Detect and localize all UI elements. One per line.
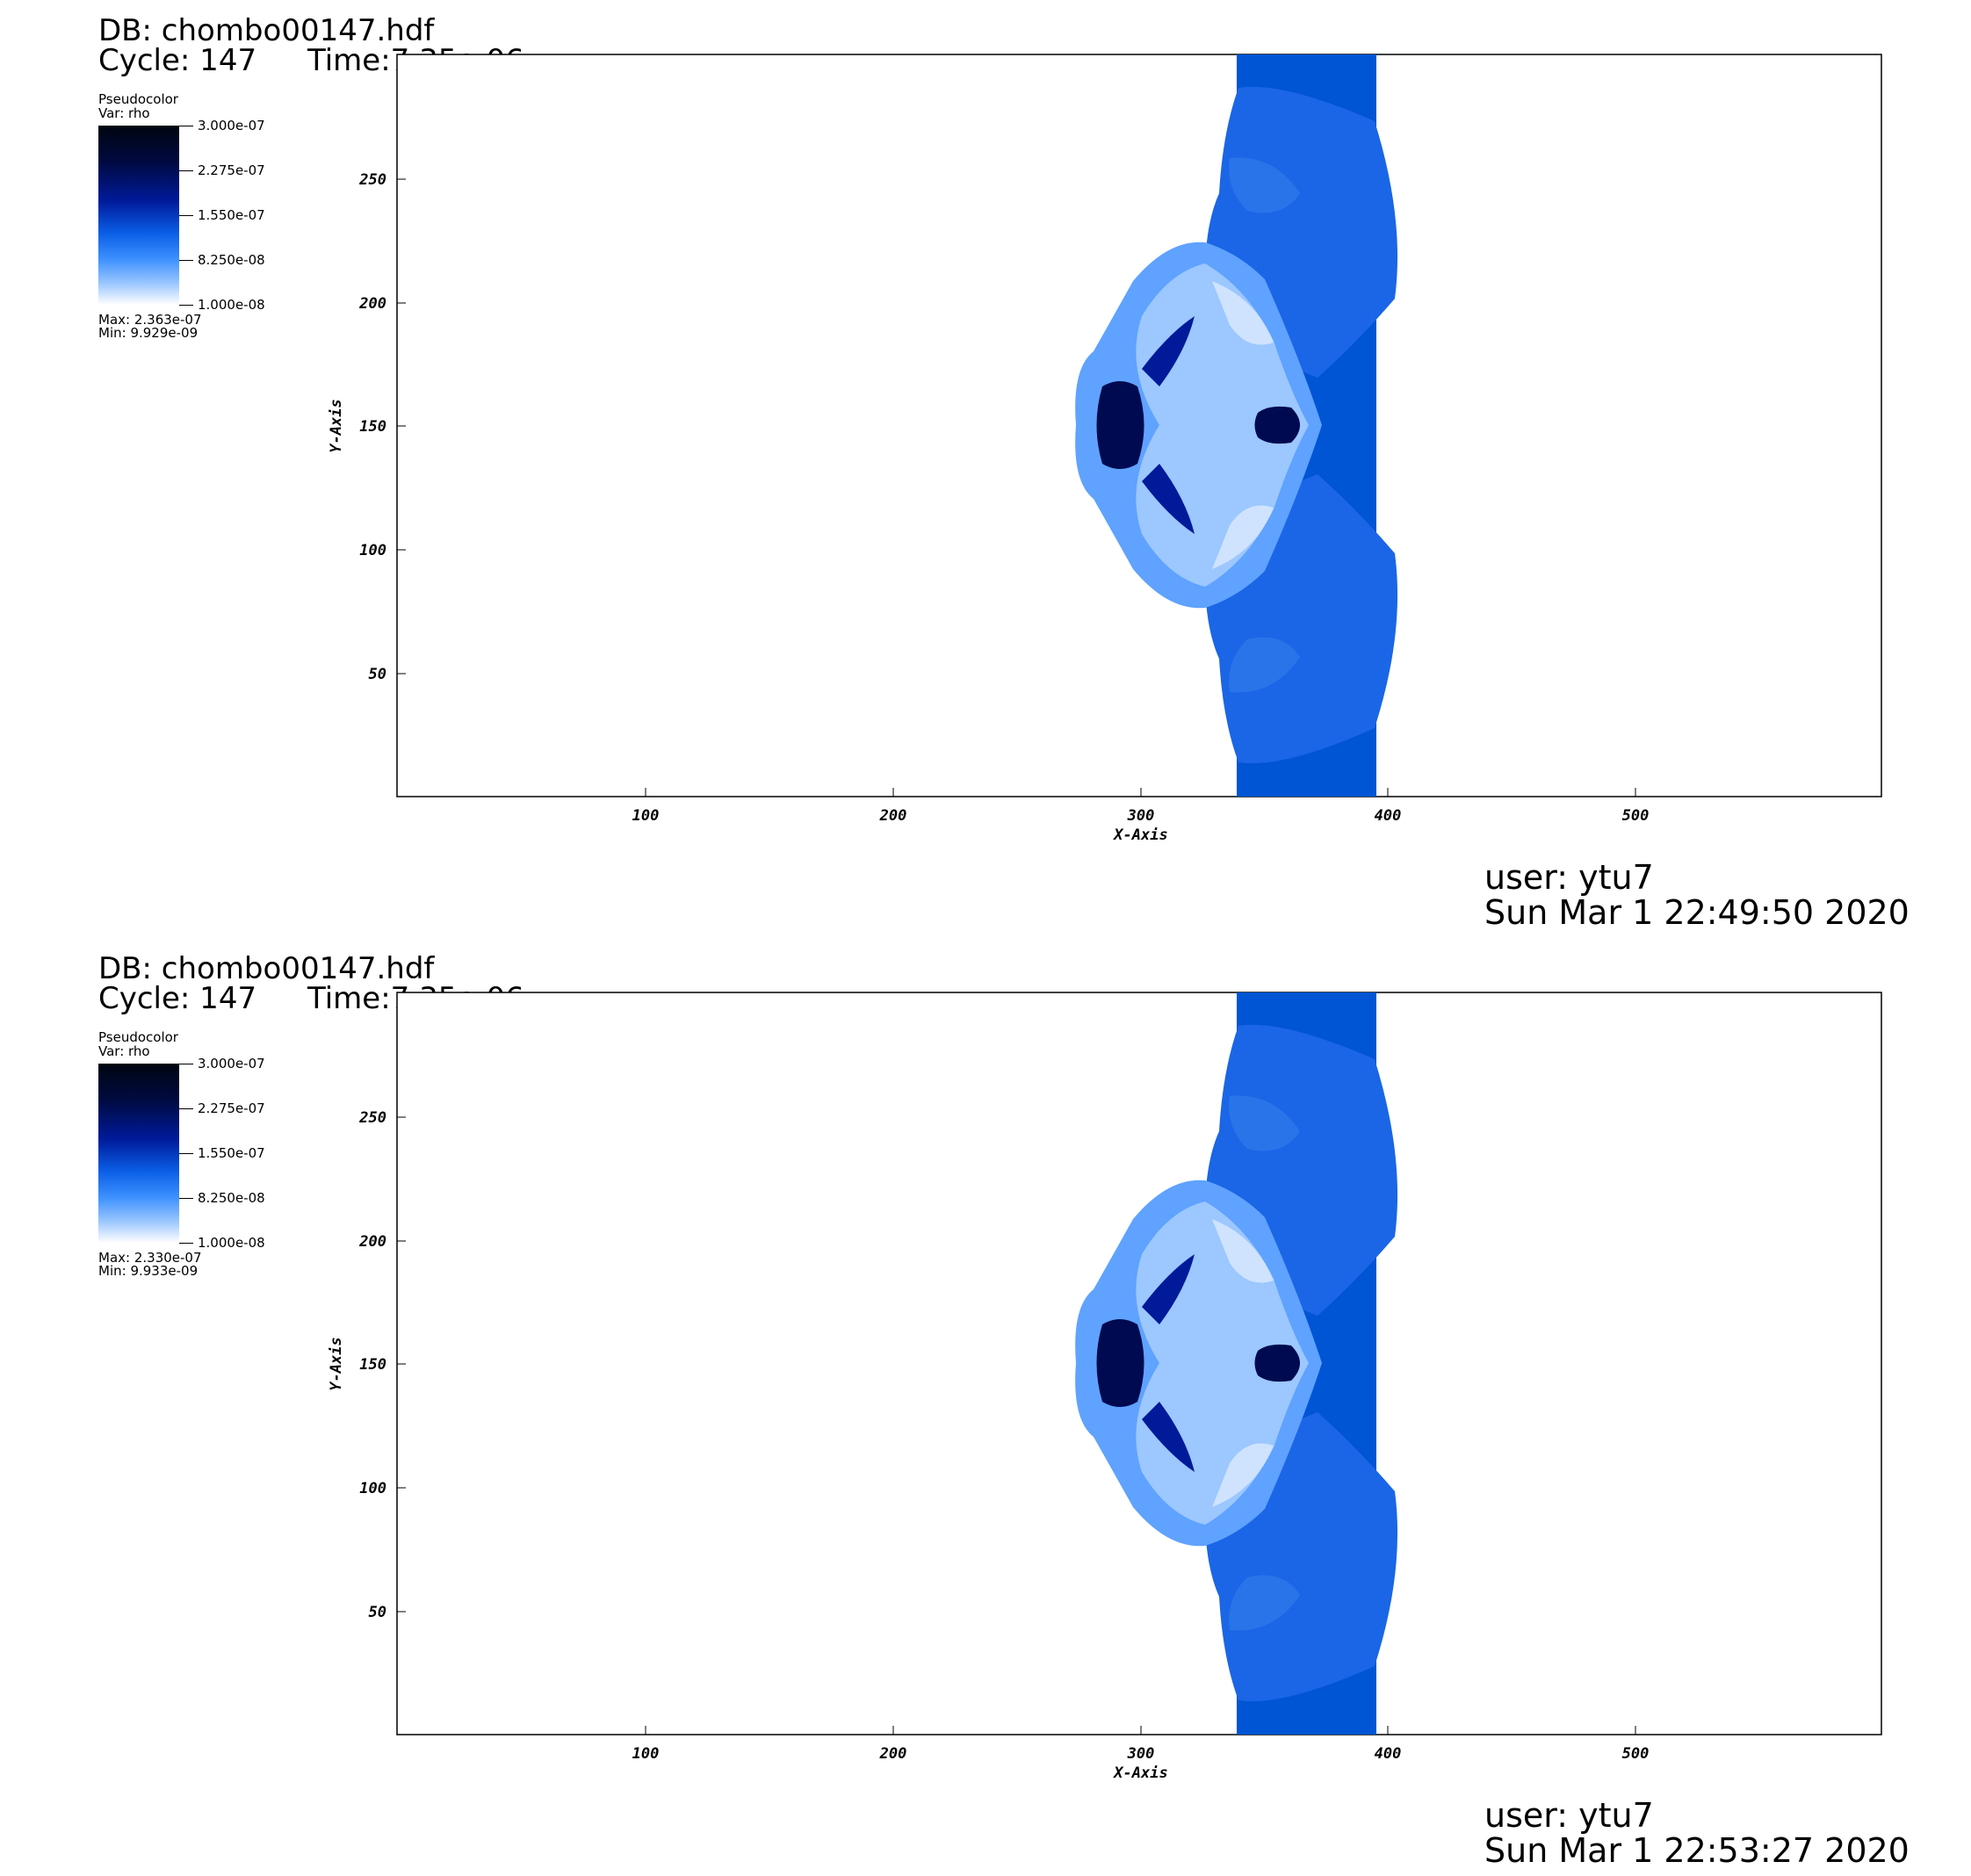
plot-area: 100 200 300 400 500 250 200 150 100 50 X… <box>328 54 1882 844</box>
colorbar-label: 2.275e-07 <box>198 1100 265 1116</box>
bow-light-lower <box>1212 1443 1274 1507</box>
colorbar-label: 3.000e-07 <box>198 1056 265 1071</box>
y-axis-title: Y-Axis <box>328 1337 345 1390</box>
density-field <box>1075 992 1398 1735</box>
filament-upper <box>1142 1254 1195 1324</box>
x-tick-label: 300 <box>1127 807 1155 825</box>
y-tick-marks <box>397 1116 406 1613</box>
date-label: Sun Mar 1 22:53:27 2020 <box>1484 1831 1910 1870</box>
colorbar-label: 1.000e-08 <box>198 297 265 313</box>
colorbar-label: 1.550e-07 <box>198 207 265 223</box>
colorbar-label: 1.000e-08 <box>198 1235 265 1251</box>
x-axis-title: X-Axis <box>1112 826 1167 844</box>
database-label: DB: chombo00147.hdf <box>98 13 435 48</box>
x-tick-label: 500 <box>1622 1745 1650 1763</box>
legend-min: Min: 9.929e-09 <box>98 325 199 341</box>
x-tick-label: 100 <box>632 807 660 825</box>
colorbar-label: 8.250e-08 <box>198 1190 265 1206</box>
colorbar-label: 3.000e-07 <box>198 118 265 133</box>
x-tick-label: 300 <box>1127 1745 1155 1763</box>
y-tick-label: 100 <box>359 542 386 559</box>
colorbar-tick <box>179 305 193 306</box>
date-label: Sun Mar 1 22:49:50 2020 <box>1484 893 1910 932</box>
y-axis-title: Y-Axis <box>328 399 345 452</box>
upper-lobe-detail <box>1229 157 1300 213</box>
x-tick-marks <box>645 788 1636 797</box>
cycle-label: Cycle: 147 <box>98 43 257 78</box>
legend-max: Max: 2.363e-07 <box>98 312 202 328</box>
legend-min: Min: 9.933e-09 <box>98 1263 199 1279</box>
y-tick-marks <box>397 178 406 675</box>
core-right <box>1254 1344 1300 1382</box>
core-left <box>1096 381 1144 469</box>
colorbar-tick <box>179 260 193 261</box>
bow-light-upper <box>1212 281 1274 345</box>
color-bar <box>98 1064 179 1243</box>
plot-area: 100 200 300 400 500 250 200 150 100 50 X… <box>328 992 1882 1782</box>
x-tick-marks <box>645 1726 1636 1735</box>
filament-upper <box>1142 316 1195 386</box>
x-tick-label: 200 <box>879 807 907 825</box>
bow-light-lower <box>1212 505 1274 569</box>
colorbar-tick <box>179 1198 193 1199</box>
x-tick-label: 200 <box>879 1745 907 1763</box>
colorbar-tick <box>179 215 193 216</box>
x-tick-label: 100 <box>632 1745 660 1763</box>
y-tick-label: 200 <box>358 1233 386 1251</box>
legend-variable: Var: rho <box>98 105 150 121</box>
y-tick-label: 200 <box>358 295 386 313</box>
y-tick-label: 50 <box>369 1604 386 1621</box>
colorbar-tick <box>179 1153 193 1154</box>
legend-title: Pseudocolor <box>98 91 178 107</box>
database-label: DB: chombo00147.hdf <box>98 951 435 986</box>
y-tick-label: 250 <box>358 171 386 189</box>
colorbar-tick <box>179 1243 193 1244</box>
y-tick-label: 150 <box>359 1356 386 1374</box>
visualization-panel-2: DB: chombo00147.hdf Cycle: 147 Time:7.35… <box>0 938 1971 1876</box>
x-tick-label: 500 <box>1622 807 1650 825</box>
upper-lobe-detail <box>1229 1095 1300 1151</box>
filament-lower <box>1142 1402 1195 1472</box>
color-bar <box>98 126 179 305</box>
visualization-panel-1: DB: chombo00147.hdf Cycle: 147 Time:7.35… <box>98 13 1910 932</box>
core-left <box>1096 1319 1144 1407</box>
legend-title: Pseudocolor <box>98 1029 178 1045</box>
cycle-label: Cycle: 147 <box>98 981 257 1016</box>
colorbar-label: 1.550e-07 <box>198 1145 265 1161</box>
y-tick-label: 100 <box>359 1480 386 1497</box>
legend-variable: Var: rho <box>98 1043 150 1059</box>
y-tick-label: 250 <box>358 1109 386 1127</box>
colorbar-label: 8.250e-08 <box>198 252 265 268</box>
filament-lower <box>1142 464 1195 534</box>
legend-max: Max: 2.330e-07 <box>98 1250 202 1266</box>
x-axis-title: X-Axis <box>1112 1764 1167 1782</box>
x-tick-label: 400 <box>1375 1745 1402 1763</box>
colorbar-tick <box>179 170 193 171</box>
colorbar-label: 2.275e-07 <box>198 162 265 178</box>
core-right <box>1254 406 1300 444</box>
user-label: user: ytu7 <box>1484 1796 1654 1835</box>
y-tick-label: 50 <box>369 666 386 683</box>
lower-lobe-detail <box>1229 1575 1300 1631</box>
y-tick-label: 150 <box>359 418 386 436</box>
lower-lobe-detail <box>1229 637 1300 693</box>
bow-light-upper <box>1212 1219 1274 1283</box>
density-field <box>1075 54 1398 797</box>
colorbar-tick <box>179 1108 193 1109</box>
user-label: user: ytu7 <box>1484 858 1654 897</box>
x-tick-label: 400 <box>1375 807 1402 825</box>
